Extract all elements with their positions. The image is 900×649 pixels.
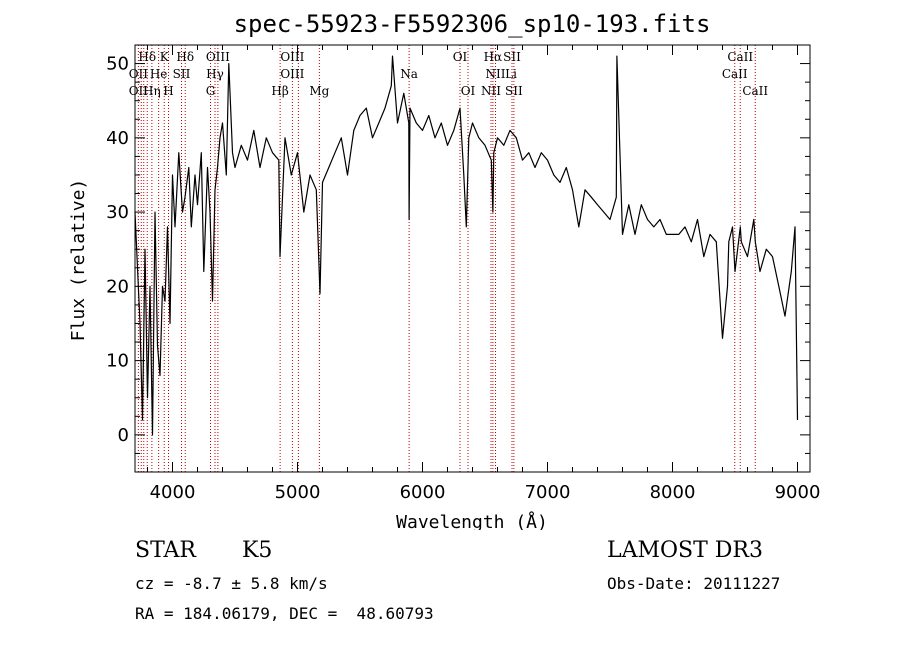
line-marker-label: Hδ [176,50,194,64]
x-tick-label: 6000 [400,482,446,503]
line-marker-label: Li [505,67,517,81]
x-tick-label: 4000 [150,482,196,503]
x-tick-label: 5000 [275,482,321,503]
line-marker-label: CaII [742,84,768,98]
line-marker-label: Hγ [206,67,224,81]
spectrum-line [134,55,799,436]
line-marker-label: NII [481,84,501,98]
x-tick-label: 8000 [650,482,696,503]
line-marker-label: He [150,67,168,81]
line-marker-label: Mg [309,84,329,98]
spectrum-series [134,55,799,436]
line-marker-label: Hβ [271,84,288,98]
line-marker-label: OI [461,84,476,98]
spectrum-chart: spec-55923-F5592306_sp10-193.fits Hδ K Hδ O… [68,10,821,530]
object-class: STAR [135,538,196,563]
line-marker-label: CaII [722,67,748,81]
y-axis-ticks: 0 10 20 30 40 50 [106,54,810,473]
line-marker-label: CaII [727,50,753,64]
y-tick-label: 30 [106,202,129,223]
y-tick-label: 10 [106,351,129,372]
line-marker-label: OII [129,67,149,81]
line-marker-label: SII [173,67,191,81]
line-marker-label: OIII [280,67,304,81]
survey-label: LAMOST DR3 [607,538,763,563]
y-tick-label: 40 [106,128,129,149]
x-axis-label: Wavelength (Å) [396,511,548,530]
observation-date: Obs-Date: 20111227 [607,574,781,593]
y-tick-label: 20 [106,276,129,297]
x-axis-ticks: 4000 5000 6000 7000 8000 9000 [147,45,821,503]
line-marker-label: Na [400,67,418,81]
line-marker-label: Hα [484,50,503,64]
plot-frame [134,44,811,473]
x-tick-label: 9000 [775,482,821,503]
line-marker-label: Hδ [138,50,156,64]
ra-dec-coordinates: RA = 184.06179, DEC = 48.60793 [135,604,434,623]
chart-title: spec-55923-F5592306_sp10-193.fits [234,10,711,38]
object-subclass: K5 [242,538,273,563]
y-axis-label: Flux (relative) [68,179,89,342]
y-tick-label: 0 [118,425,129,446]
line-marker-label: OI [453,50,468,64]
line-marker-label: OIII [280,50,304,64]
line-marker-label: H [163,84,173,98]
line-marker-label: Hη [143,84,161,98]
line-marker-label: NII [486,67,506,81]
line-marker-label: SII [505,84,523,98]
line-marker-label: K [160,50,170,64]
line-marker-label: G [206,84,216,98]
line-marker-label: SII [503,50,521,64]
line-marker-label: OII [129,84,149,98]
y-tick-label: 50 [106,54,129,75]
x-tick-label: 7000 [525,482,571,503]
redshift-cz: cz = -8.7 ± 5.8 km/s [135,574,328,593]
line-marker-label: OIII [206,50,230,64]
